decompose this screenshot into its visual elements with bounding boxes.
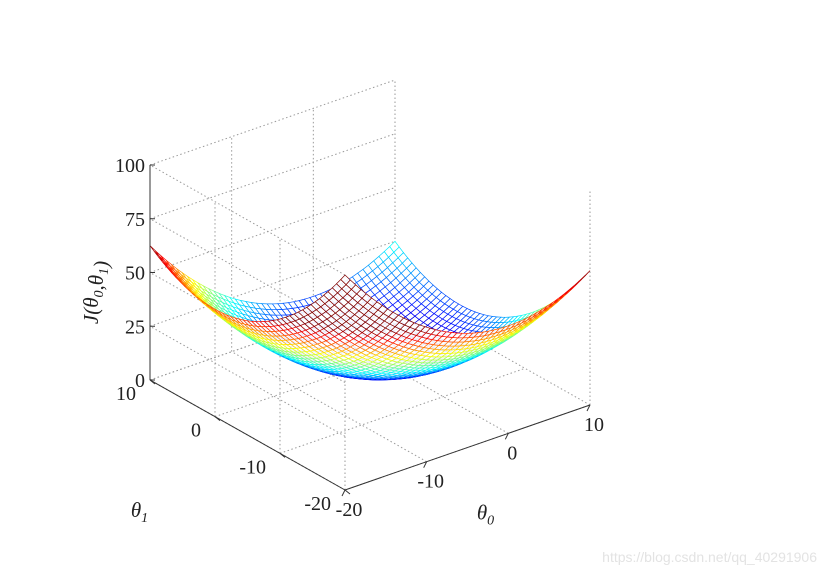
surface-cell <box>580 270 591 281</box>
grid-line-back-horizontal <box>149 187 396 273</box>
z-tick-label: 25 <box>125 316 145 338</box>
grid-line-floor-x <box>313 322 509 434</box>
x-tick-mark <box>423 461 428 468</box>
x-axis-line <box>344 404 591 491</box>
y-tick-label: -20 <box>304 493 331 515</box>
x-axis-title: θ0 <box>477 501 494 529</box>
axes <box>149 164 591 497</box>
grid-line-floor-y <box>279 367 526 454</box>
z-tick-label: 75 <box>125 209 145 231</box>
grid-line-side-horizontal <box>149 164 346 276</box>
grid-line-back-horizontal <box>149 133 396 220</box>
z-axis-title: J(θ0,θ1) <box>79 261 113 324</box>
grid-line-side-horizontal <box>149 325 346 437</box>
y-tick-mark <box>279 452 286 458</box>
y-axis-title: θ1 <box>131 498 148 526</box>
y-tick-mark <box>149 379 156 385</box>
z-tick-label: 100 <box>115 155 145 177</box>
x-tick-label: -20 <box>336 499 363 521</box>
x-tick-mark <box>586 404 591 412</box>
y-tick-mark <box>214 416 221 422</box>
y-tick-label: -10 <box>239 456 266 478</box>
y-axis-line <box>149 379 346 491</box>
x-tick-label: -10 <box>417 471 444 493</box>
z-tick-label: 50 <box>125 263 145 285</box>
y-tick-label: 10 <box>116 383 136 405</box>
surface-mesh <box>149 240 591 381</box>
x-tick-mark <box>341 489 346 497</box>
grid-line-back-horizontal <box>149 240 396 327</box>
x-tick-label: 0 <box>507 442 517 464</box>
grid-line-floor-x <box>231 351 427 463</box>
y-tick-mark <box>344 489 351 495</box>
y-tick-label: 0 <box>191 420 201 442</box>
grid-line-floor-x <box>394 294 591 406</box>
x-tick-label: 10 <box>584 414 604 436</box>
z-tick-label: 0 <box>135 370 145 392</box>
x-tick-mark <box>504 433 509 440</box>
watermark: https://blog.csdn.net/qq_40291906 <box>602 549 817 565</box>
grid-line-back-horizontal <box>149 79 396 166</box>
